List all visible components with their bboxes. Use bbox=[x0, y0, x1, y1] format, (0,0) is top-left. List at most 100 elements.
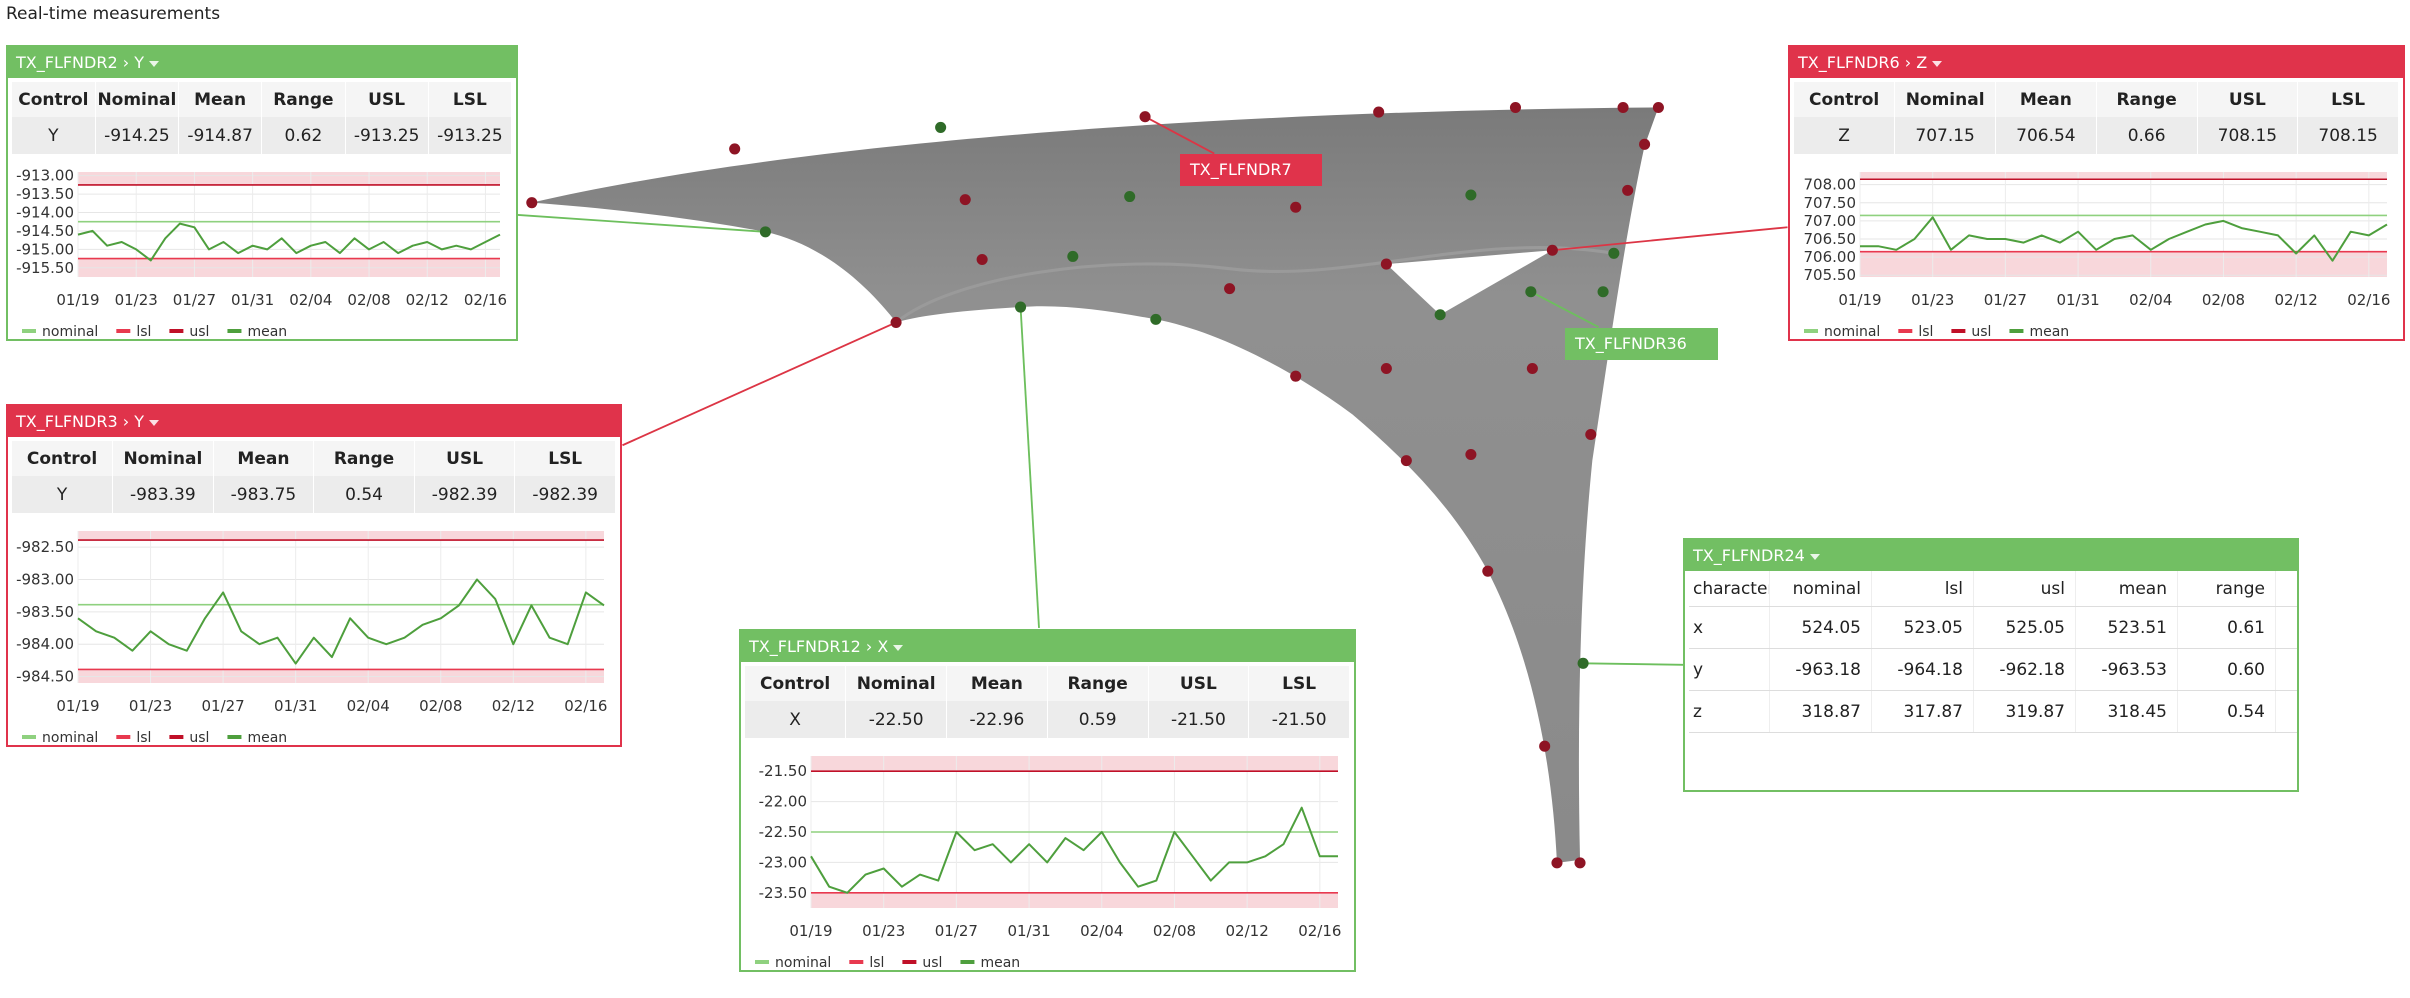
legend-item[interactable]: usl bbox=[1951, 324, 1991, 340]
legend-label: nominal bbox=[42, 730, 98, 746]
point-red bbox=[959, 194, 971, 206]
legend-label: mean bbox=[980, 955, 1020, 971]
cell: -21.50 bbox=[1148, 701, 1250, 738]
point-green bbox=[1525, 286, 1537, 298]
panel-header[interactable]: TX_FLFNDR12 › X bbox=[741, 631, 1354, 662]
panel-header[interactable]: TX_FLFNDR2 › Y bbox=[8, 47, 516, 78]
point-red bbox=[1539, 740, 1551, 752]
panel: TX_FLFNDR2 › Y Control Nominal Mean Range USL… bbox=[6, 45, 518, 341]
legend-item[interactable]: mean bbox=[960, 955, 1020, 971]
dropdown-caret[interactable] bbox=[1809, 553, 1820, 561]
mean-line bbox=[77, 222, 501, 262]
column-header: Control bbox=[12, 82, 96, 117]
column-header: range bbox=[2177, 571, 2276, 607]
column-header: Range bbox=[313, 441, 415, 476]
legend-item[interactable]: lsl bbox=[1898, 324, 1933, 340]
point-red bbox=[1373, 106, 1385, 118]
y-tick-label: 707.50 bbox=[1804, 194, 1857, 212]
cell: -913.25 bbox=[345, 117, 429, 154]
legend-item[interactable]: nominal bbox=[1804, 324, 1880, 340]
x-tick-label: 02/12 bbox=[2275, 291, 2318, 309]
panel-header[interactable]: TX_FLFNDR3 › Y bbox=[8, 406, 620, 437]
plot: -982.50 -983.00 -983.50 -984.00 -984.50 01/19… bbox=[16, 531, 607, 715]
data-row: X -22.50 -22.96 0.59 -21.50 -21.50 bbox=[745, 701, 1350, 738]
panel-title: TX_FLFNDR12 › X bbox=[749, 637, 889, 656]
legend-label: mean bbox=[247, 730, 287, 746]
dropdown-caret[interactable] bbox=[148, 419, 159, 427]
leader-lines bbox=[517, 115, 1788, 666]
cell: -982.39 bbox=[514, 476, 616, 513]
legend-item[interactable]: lsl bbox=[849, 955, 884, 971]
column-header: USL bbox=[345, 82, 429, 117]
column-header: Mean bbox=[213, 441, 315, 476]
y-tick-label: -914.00 bbox=[16, 204, 74, 222]
cell: 525.05 bbox=[1973, 606, 2076, 649]
point-green bbox=[935, 121, 947, 133]
point-red bbox=[1290, 201, 1302, 213]
point-red bbox=[1482, 565, 1494, 577]
leader-line bbox=[1583, 662, 1684, 666]
leader-line bbox=[1530, 290, 1599, 328]
cell: 318.45 bbox=[2075, 690, 2178, 733]
legend-item[interactable]: nominal bbox=[22, 324, 98, 340]
y-tick-label: 705.50 bbox=[1804, 266, 1857, 284]
column-header: nominal bbox=[1769, 571, 1872, 607]
callout-label: TX_FLFNDR7 bbox=[1180, 154, 1322, 186]
plot: -21.50 -22.00 -22.50 -23.00 -23.50 01/19 01/23… bbox=[759, 756, 1341, 940]
cell: 318.87 bbox=[1769, 690, 1872, 733]
legend-item[interactable]: usl bbox=[902, 955, 942, 971]
panel: TX_FLFNDR24 characteristicnominallsluslme… bbox=[1683, 538, 2299, 792]
panel-header[interactable]: TX_FLFNDR24 bbox=[1685, 540, 2297, 571]
stats-table: Control Nominal Mean Range USL LSL Z 707.15 706.… bbox=[1794, 82, 2399, 154]
cell: -21.50 bbox=[1248, 701, 1350, 738]
point-red bbox=[1585, 428, 1597, 441]
panel-title: TX_FLFNDR24 bbox=[1693, 546, 1805, 565]
legend-item[interactable]: nominal bbox=[22, 730, 98, 746]
y-tick-label: -982.50 bbox=[16, 538, 74, 556]
x-tick-label: 01/31 bbox=[1007, 922, 1050, 940]
mean-line bbox=[77, 578, 605, 665]
column-header: Mean bbox=[178, 82, 263, 117]
x-tick-label: 02/16 bbox=[464, 291, 507, 309]
cell: 707.15 bbox=[1894, 117, 1996, 154]
x-tick-label: 01/27 bbox=[201, 697, 244, 715]
x-tick-label: 02/12 bbox=[492, 697, 535, 715]
cell: -983.75 bbox=[213, 476, 315, 513]
panel-header[interactable]: TX_FLFNDR6 › Z bbox=[1790, 47, 2403, 78]
y-tick-label: -984.00 bbox=[16, 635, 74, 653]
cell: Y bbox=[12, 117, 96, 154]
point-green bbox=[1067, 250, 1079, 262]
legend-item[interactable]: lsl bbox=[116, 730, 151, 746]
column-header: LSL bbox=[2297, 82, 2399, 117]
mean-line bbox=[810, 806, 1338, 894]
cell: 317.87 bbox=[1871, 690, 1974, 733]
cell: 0.60 bbox=[2177, 648, 2276, 691]
point-red bbox=[976, 253, 988, 266]
y-tick-label: -22.00 bbox=[759, 793, 807, 811]
x-tick-label: 01/19 bbox=[56, 291, 99, 309]
column-header: lsl bbox=[1871, 571, 1974, 607]
dropdown-caret[interactable] bbox=[1932, 60, 1943, 68]
dropdown-caret[interactable] bbox=[148, 60, 159, 68]
legend-item[interactable]: mean bbox=[227, 324, 287, 340]
point-red bbox=[729, 143, 741, 155]
caret bbox=[1932, 60, 1943, 67]
cell: 319.87 bbox=[1973, 690, 2076, 733]
callout-label: TX_FLFNDR36 bbox=[1565, 328, 1718, 360]
point-red bbox=[1139, 111, 1151, 123]
cell: 708.15 bbox=[2297, 117, 2399, 154]
x-tick-label: 01/23 bbox=[129, 697, 172, 715]
limit-band bbox=[811, 892, 1338, 908]
legend-item[interactable]: usl bbox=[169, 324, 209, 340]
legend-label: usl bbox=[189, 324, 209, 340]
legend-item[interactable]: usl bbox=[169, 730, 209, 746]
leader-line bbox=[517, 214, 766, 233]
legend-item[interactable]: nominal bbox=[755, 955, 831, 971]
legend-item[interactable]: mean bbox=[2009, 324, 2069, 340]
legend-item[interactable]: mean bbox=[227, 730, 287, 746]
dropdown-caret[interactable] bbox=[893, 644, 904, 652]
legend-item[interactable]: lsl bbox=[116, 324, 151, 340]
